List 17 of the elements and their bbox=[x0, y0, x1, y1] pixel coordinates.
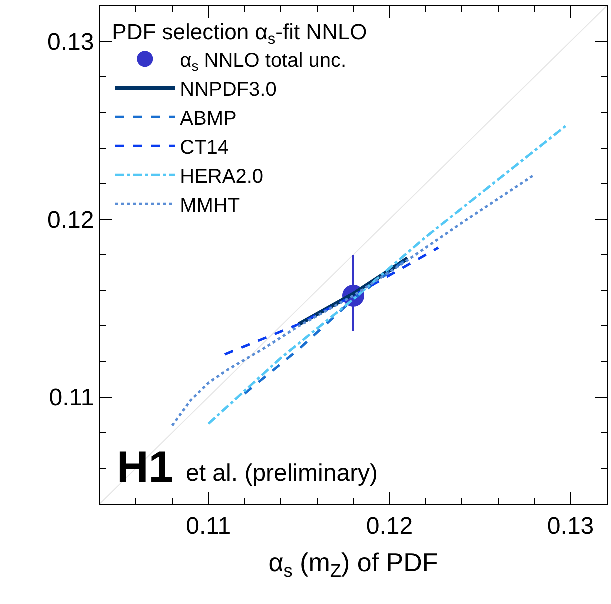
legend-label: CT14 bbox=[180, 136, 230, 159]
y-tick-label: 0.11 bbox=[49, 384, 94, 412]
annotation: et al. (preliminary) bbox=[186, 460, 378, 487]
y-tick-label: 0.13 bbox=[47, 28, 94, 56]
line-series bbox=[224, 246, 440, 356]
legend-label: MMHT bbox=[180, 194, 240, 217]
x-tick-label: 0.12 bbox=[366, 512, 414, 540]
legend-label: HERA2.0 bbox=[180, 166, 264, 188]
x-tick-label: 0.11 bbox=[186, 512, 232, 540]
legend-label: α$_{s}$ NNLO total unc. bbox=[180, 50, 347, 74]
legend-title: PDF selection α$_{s}$-fit NNLO bbox=[112, 20, 368, 48]
x-tick-label: 0.13 bbox=[547, 512, 594, 540]
annotation: H1 bbox=[117, 443, 174, 492]
legend-label: ABMP bbox=[180, 108, 237, 130]
x-axis-title: α$_{s}$ (m$_{Z}$) of PDF bbox=[268, 548, 438, 581]
legend-label: NNPDF3.0 bbox=[180, 78, 277, 101]
y-tick-label: 0.12 bbox=[47, 206, 94, 234]
